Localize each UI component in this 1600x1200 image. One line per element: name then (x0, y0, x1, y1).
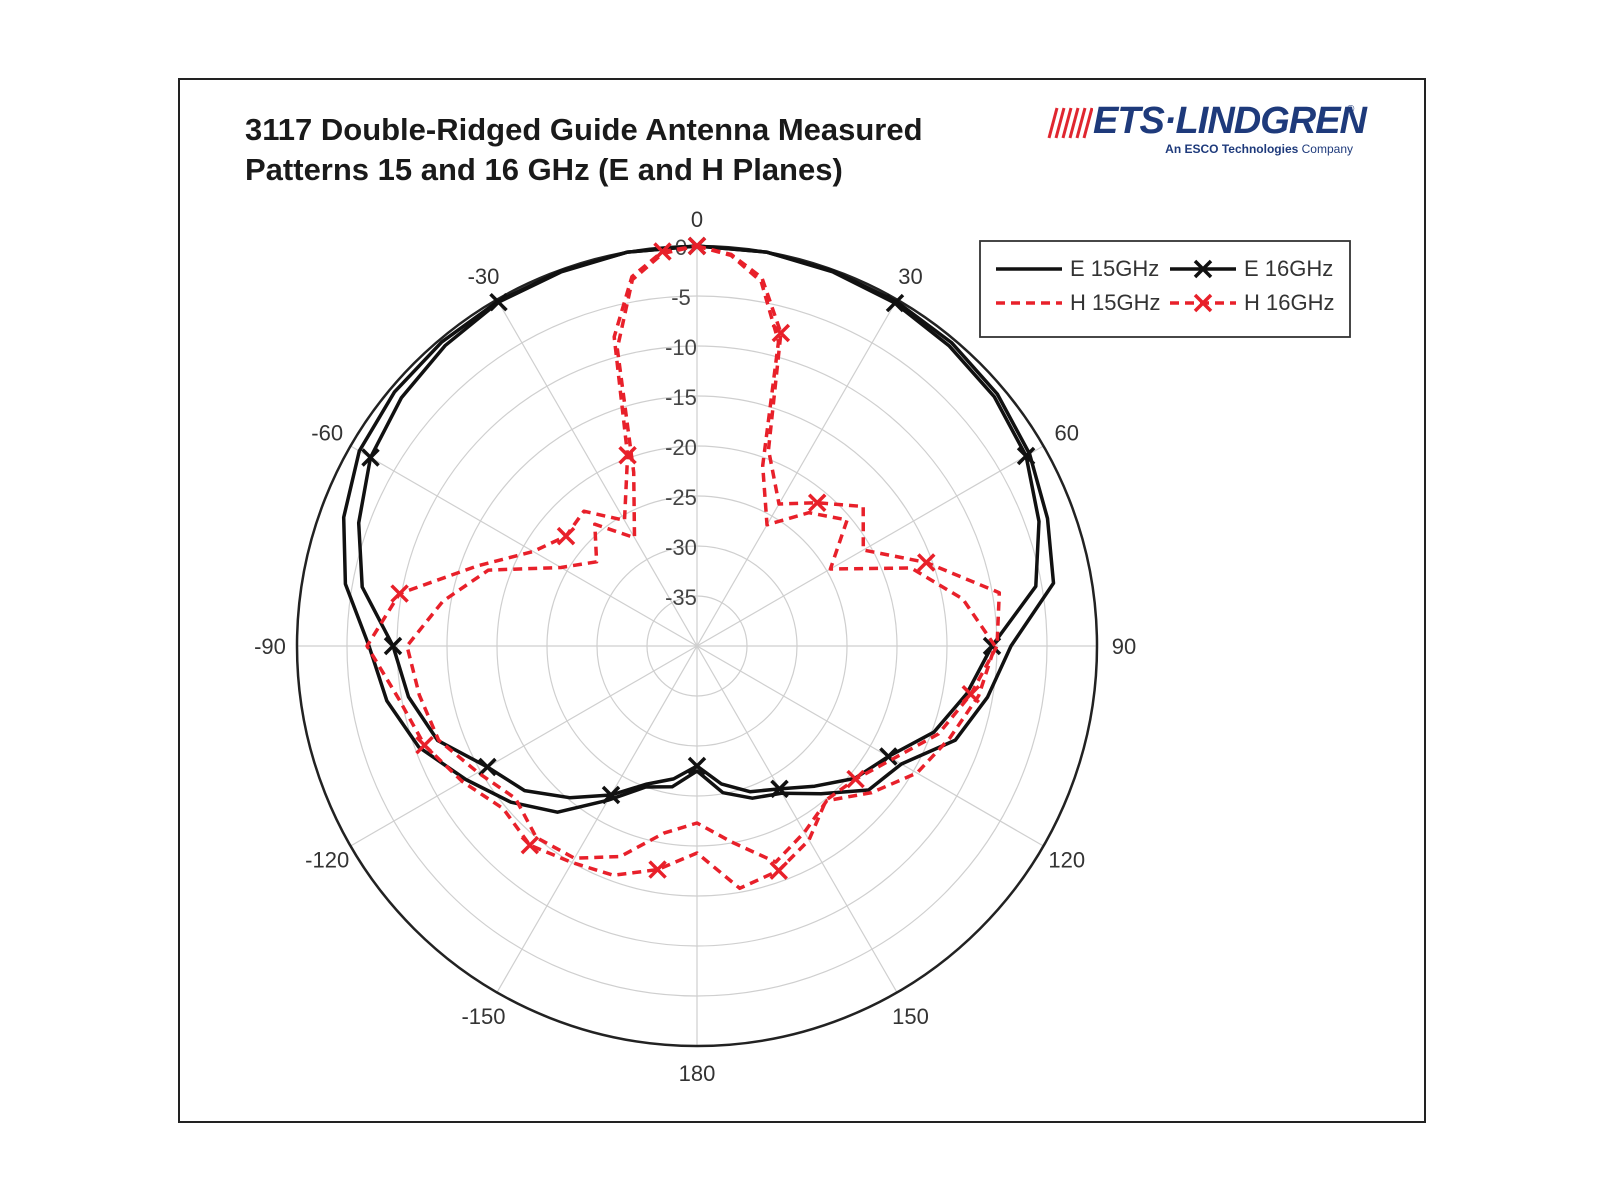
legend: E 15GHz E 16GHz H 15GHz H 16GHz (979, 240, 1351, 338)
series-marker (618, 446, 637, 465)
chart-title-line-2: Patterns 15 and 16 GHz (E and H Planes) (245, 152, 843, 187)
series-marker (489, 292, 508, 312)
logo-mark-stroke (1061, 107, 1073, 139)
series-marker (771, 323, 791, 343)
legend-label: H 16GHz (1244, 290, 1334, 315)
legend-label: E 15GHz (1070, 256, 1159, 281)
series-marker (807, 493, 827, 512)
series-line (365, 244, 1002, 891)
radial-tick-label: -20 (665, 435, 697, 460)
series-marker (769, 861, 788, 880)
series-marker (653, 242, 672, 261)
series-marker (361, 448, 380, 467)
registered-mark: ® (1347, 104, 1355, 115)
series-marker (390, 584, 409, 603)
angle-tick-label: 180 (679, 1061, 716, 1086)
series-marker (687, 236, 707, 256)
series-marker (1016, 446, 1036, 466)
series-marker (601, 785, 621, 805)
angle-tick-label: -30 (468, 264, 500, 289)
series-marker (1193, 293, 1213, 313)
legend-label: E 16GHz (1244, 256, 1333, 281)
logo-name: ETS·LINDGREN (1093, 100, 1367, 142)
logo-mark-stroke (1047, 107, 1059, 139)
angle-tick-label: 60 (1055, 421, 1079, 446)
figure-frame (178, 78, 1426, 1123)
series-marker (415, 735, 434, 755)
series-marker (383, 636, 403, 656)
series-marker (917, 553, 936, 572)
angle-tick-label: 120 (1048, 848, 1085, 873)
company-logo: ETS·LINDGREN An ESCO Technologies Compan… (1045, 100, 1367, 162)
series-marker (961, 685, 981, 704)
series-marker (879, 747, 898, 766)
radial-tick-label: -5 (671, 285, 691, 310)
logo-mark-stroke (1082, 107, 1093, 139)
series-marker (687, 756, 707, 776)
angle-tick-label: -60 (311, 421, 343, 446)
antenna-waves-icon (1047, 107, 1093, 139)
radial-tick-label: -10 (665, 335, 697, 360)
chart-title-line-1: 3117 Double-Ridged Guide Antenna Measure… (245, 112, 923, 147)
polar-grid (295, 244, 1099, 1048)
radial-tick-label: -25 (665, 485, 697, 510)
series-h-15ghz (405, 244, 997, 864)
legend-label: H 15GHz (1070, 290, 1160, 315)
angle-tick-label: 90 (1112, 634, 1136, 659)
series-marker (846, 769, 865, 789)
angle-tick-label: 150 (892, 1004, 929, 1029)
series-marker (770, 779, 789, 799)
series-marker (648, 860, 667, 879)
series-marker (556, 526, 576, 546)
series-layer (341, 236, 1056, 891)
series-marker (1193, 259, 1213, 279)
angle-tick-label: -150 (461, 1004, 505, 1029)
chart-title: 3117 Double-Ridged Guide Antenna Measure… (245, 110, 923, 190)
grid-spoke (496, 299, 898, 993)
angle-tick-label: 30 (898, 264, 922, 289)
logo-mark-stroke (1068, 107, 1080, 139)
logo-mark-stroke (1054, 107, 1066, 139)
logo-tagline-bold: An ESCO Technologies (1165, 142, 1299, 156)
radial-tick-label: -35 (665, 585, 697, 610)
legend-box (979, 240, 1351, 338)
tick-labels: 0306090120150180-150-120-90-60-300-5-10-… (254, 207, 1136, 1086)
angle-tick-label: 0 (691, 207, 703, 232)
radial-tick-label: -15 (665, 385, 697, 410)
logo-tagline: An ESCO Technologies Company (1165, 142, 1353, 156)
series-marker (478, 757, 497, 777)
logo-mark-stroke (1075, 107, 1087, 139)
series-line (405, 244, 997, 864)
angle-tick-label: -90 (254, 634, 286, 659)
series-h-16ghz (365, 236, 1002, 891)
series-marker (885, 293, 905, 313)
logo-tagline-rest: Company (1301, 142, 1353, 156)
series-marker (520, 835, 540, 855)
angle-tick-label: -120 (305, 848, 349, 873)
radial-tick-label: -30 (665, 535, 697, 560)
